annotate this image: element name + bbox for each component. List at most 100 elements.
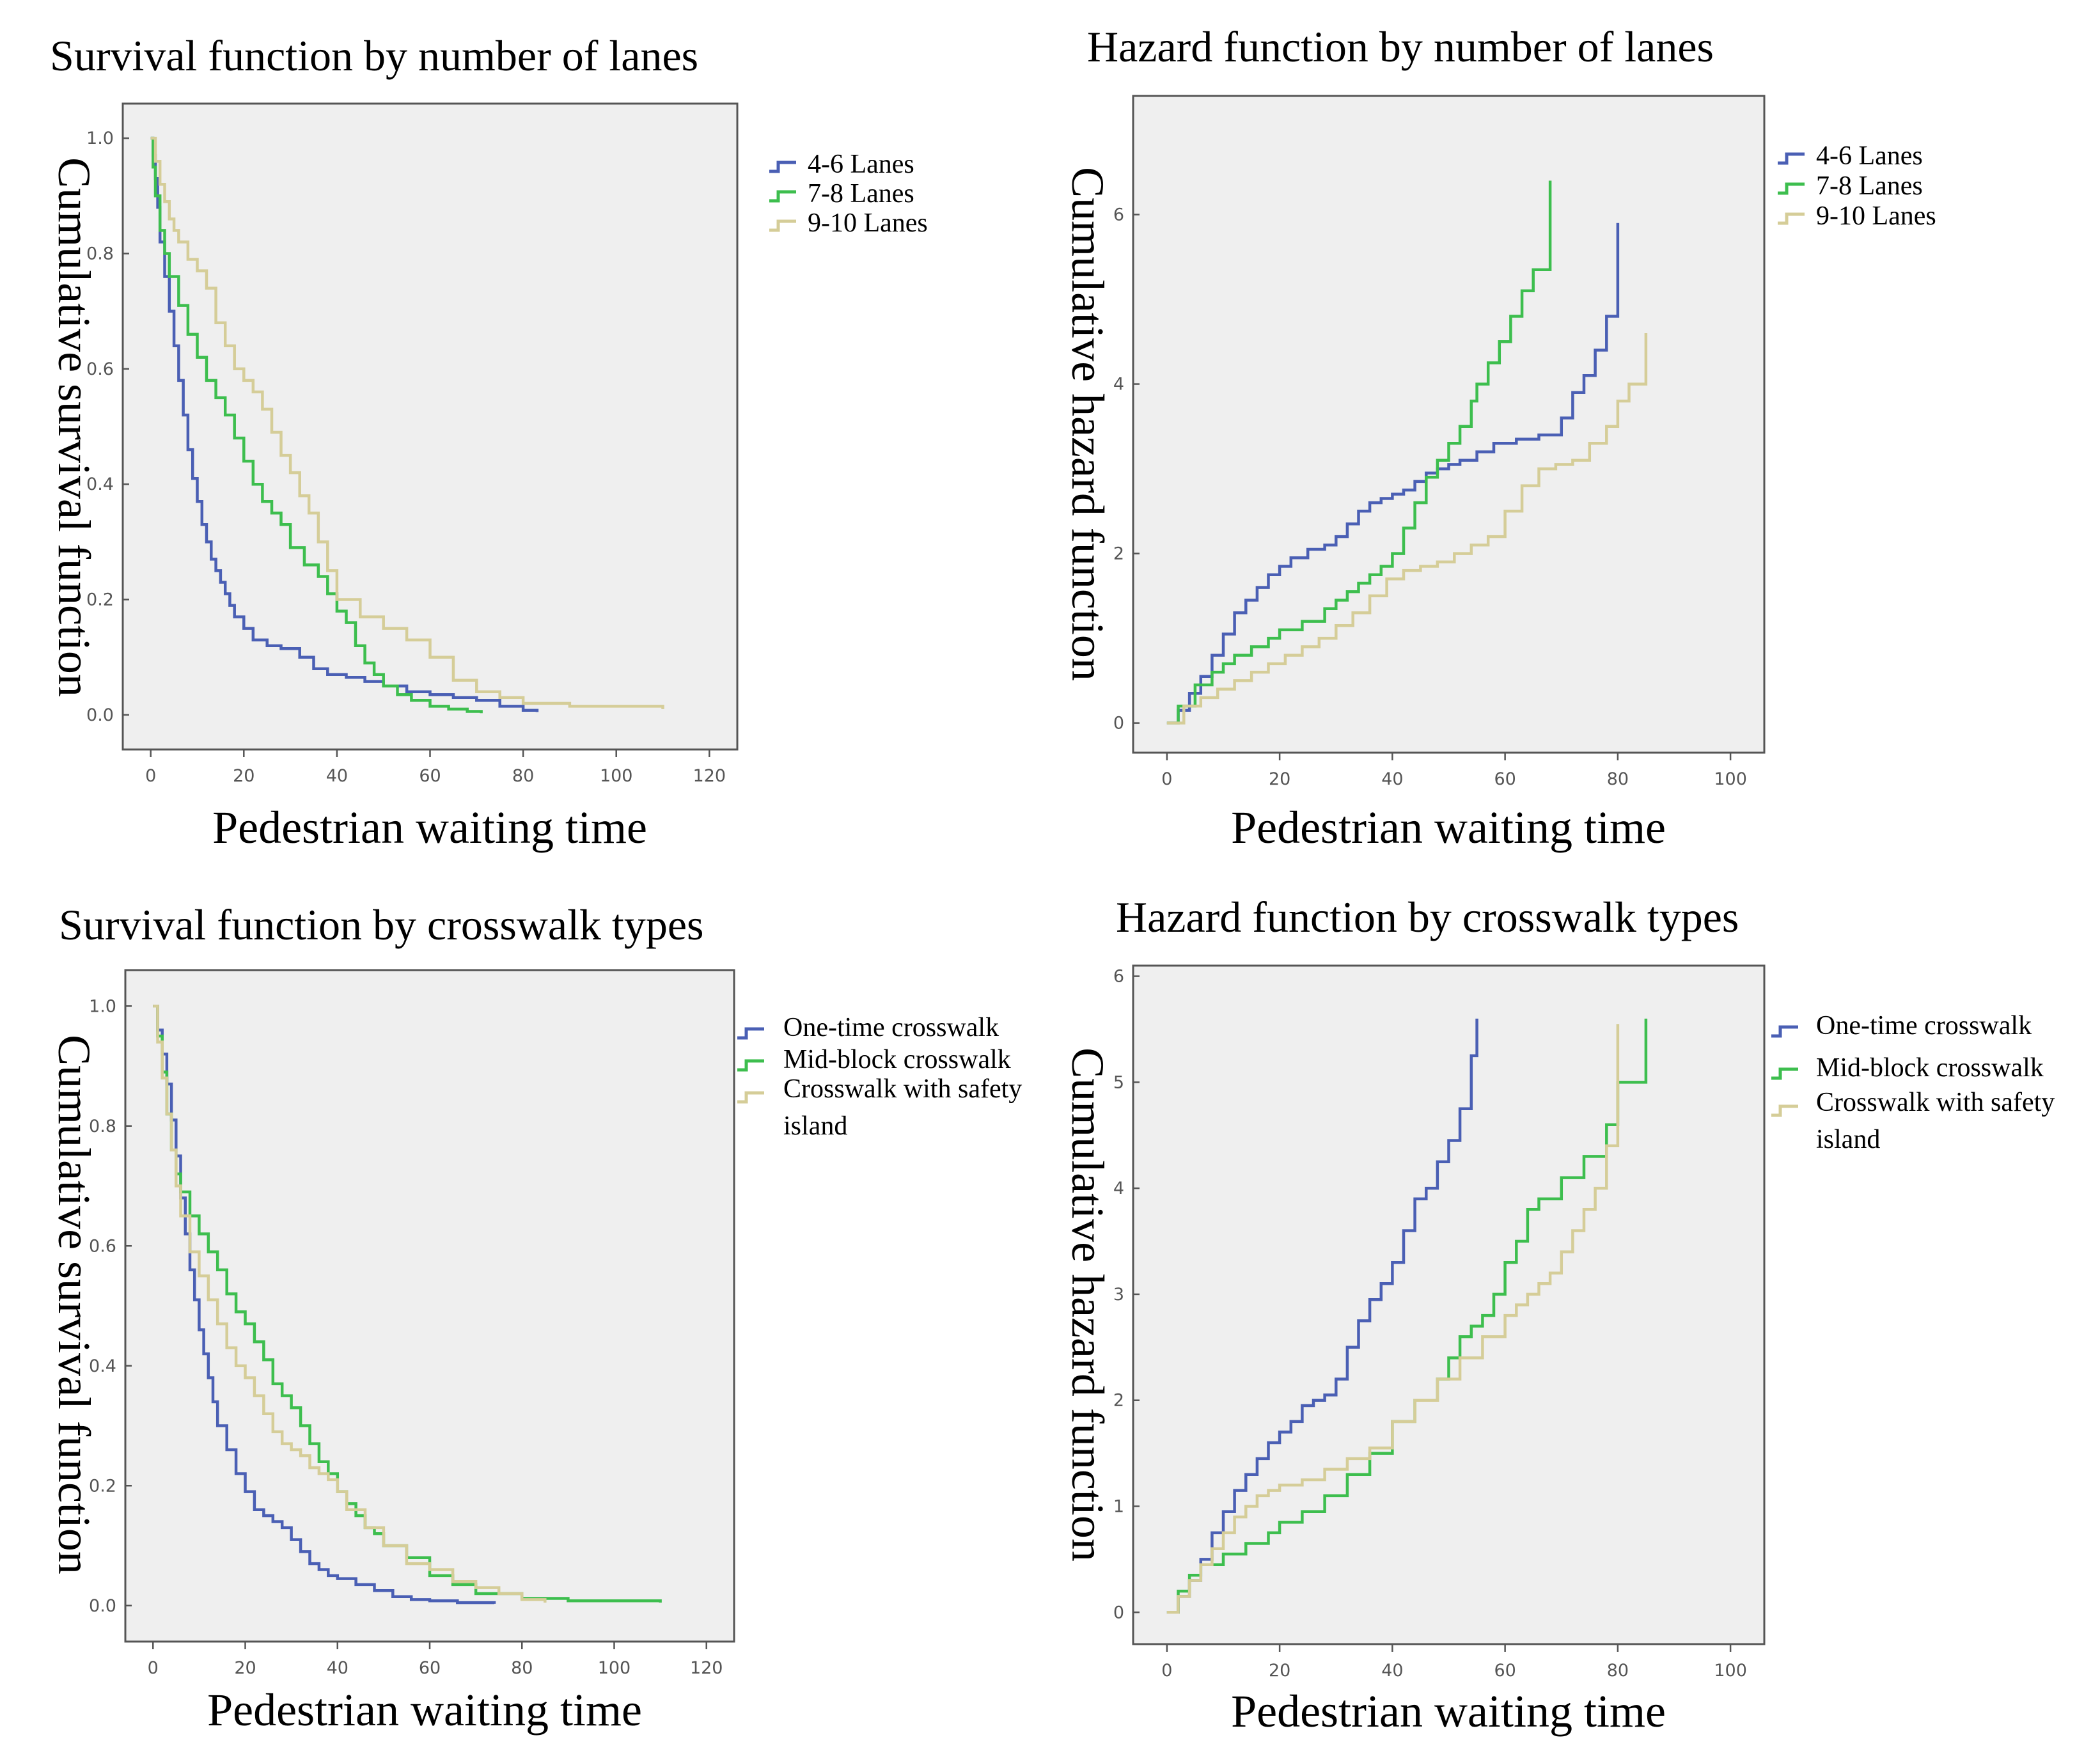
axis-ticks: 0 20 40 60 80 100 120 0.0 0.2 0.4 0.6 0.8 1.0 <box>86 129 726 786</box>
x-tick-label: 40 <box>1381 1661 1403 1681</box>
y-tick-label: 0.6 <box>89 1236 116 1256</box>
legend-swatch-one-time <box>1771 1025 1798 1038</box>
legend-label-safety-island-text-line2: island <box>1816 1125 1880 1154</box>
y-tick-label: 2 <box>1113 544 1124 564</box>
y-tick-label: 1 <box>1113 1496 1124 1516</box>
x-tick-label: 60 <box>419 766 441 786</box>
legend-swatch-9-10-lanes <box>769 219 796 232</box>
x-tick-label: 100 <box>1714 1661 1747 1681</box>
chart-title: Survival function by number of lanes <box>50 31 698 80</box>
x-tick-label: 120 <box>690 1658 723 1678</box>
y-tick-label: 0.0 <box>89 1596 116 1616</box>
series-line-one-time-crosswalk <box>153 1005 496 1604</box>
y-tick-label: 0.8 <box>86 244 114 263</box>
x-tick-label: 0 <box>1161 1661 1172 1681</box>
legend-label-safety-island: Crosswalk with safety island <box>783 1074 1029 1141</box>
legend-swatch-mid-block <box>737 1059 764 1072</box>
y-tick-label: 4 <box>1113 1179 1124 1198</box>
plot-area <box>124 969 735 1643</box>
series-line-one-time-crosswalk <box>1166 1018 1478 1614</box>
x-tick-label: 0 <box>145 766 156 786</box>
y-tick-label: 1.0 <box>86 129 114 148</box>
legend-swatch-safety-island <box>1771 1104 1798 1117</box>
x-tick-label: 20 <box>1269 769 1290 789</box>
x-tick-label: 80 <box>1607 1661 1629 1681</box>
x-tick-label: 100 <box>600 766 633 786</box>
y-axis-label: Cumulative hazard function <box>1062 167 1113 681</box>
x-tick-label: 60 <box>1494 769 1516 789</box>
y-axis-label: Cumulative hazard function <box>1062 1047 1113 1562</box>
legend-label-one-time: One-time crosswalk <box>783 1013 999 1042</box>
x-tick-label: 80 <box>511 1658 533 1678</box>
legend-label-safety-island-text-line2: island <box>783 1111 847 1141</box>
x-tick-label: 40 <box>327 1658 349 1678</box>
legend-label-mid-block: Mid-block crosswalk <box>783 1045 1011 1074</box>
legend-swatch-7-8-lanes <box>1778 182 1805 195</box>
y-tick-label: 2 <box>1113 1391 1124 1411</box>
plot-area <box>1132 964 1766 1645</box>
y-tick-label: 6 <box>1113 205 1124 225</box>
y-axis-label: Cumulative survival function <box>49 157 100 697</box>
legend: 4-6 Lanes 7-8 Lanes 9-10 Lanes <box>1778 141 1936 231</box>
x-tick-label: 100 <box>598 1658 631 1678</box>
panel-survival-lanes: Survival function by number of lanes 0 20… <box>49 31 928 853</box>
x-tick-label: 40 <box>1381 769 1403 789</box>
plot-curves <box>150 136 664 714</box>
legend-swatch-safety-island <box>737 1091 764 1104</box>
legend: One-time crosswalk Mid-block crosswalk C… <box>1771 1011 2055 1154</box>
chart-title: Hazard function by number of lanes <box>1087 22 1714 71</box>
series-line-7-8-lanes <box>1166 180 1552 725</box>
series-line-9-10-lanes <box>150 136 664 709</box>
series-line-7-8-lanes <box>150 136 483 714</box>
plot-curves <box>1166 1018 1648 1614</box>
y-tick-label: 0 <box>1113 1603 1124 1622</box>
chart-title: Survival function by crosswalk types <box>59 900 704 949</box>
x-tick-label: 60 <box>1494 1661 1516 1681</box>
y-tick-label: 0.4 <box>86 475 114 494</box>
legend-label-9-10-lanes: 9-10 Lanes <box>1816 201 1936 231</box>
legend-label-9-10-lanes: 9-10 Lanes <box>808 208 928 238</box>
panel-hazard-crosswalk: Hazard function by crosswalk types 0 20 40… <box>1062 893 2055 1737</box>
x-axis-label: Pedestrian waiting time <box>1231 802 1666 853</box>
y-tick-label: 0.2 <box>89 1476 116 1496</box>
x-tick-label: 80 <box>512 766 534 786</box>
panel-survival-crosswalk: Survival function by crosswalk types 0 20… <box>49 900 1029 1736</box>
legend: 4-6 Lanes 7-8 Lanes 9-10 Lanes <box>769 150 928 238</box>
legend-swatch-7-8-lanes <box>769 190 796 203</box>
x-tick-label: 100 <box>1714 769 1747 789</box>
series-line-9-10-lanes <box>1166 333 1648 725</box>
legend-label-mid-block: Mid-block crosswalk <box>1816 1053 2044 1083</box>
legend: One-time crosswalk Mid-block crosswalk C… <box>737 1013 1029 1141</box>
plot-curves <box>153 1005 662 1604</box>
y-tick-label: 3 <box>1113 1285 1124 1305</box>
y-tick-label: 1.0 <box>89 996 116 1016</box>
y-tick-label: 5 <box>1113 1072 1124 1092</box>
legend-label-safety-island-text: Crosswalk with safety <box>1816 1088 2055 1117</box>
series-line-4-6-lanes <box>150 136 539 712</box>
x-tick-label: 80 <box>1607 769 1629 789</box>
x-tick-label: 0 <box>148 1658 159 1678</box>
x-axis-label: Pedestrian waiting time <box>207 1684 642 1736</box>
legend-swatch-mid-block <box>1771 1067 1798 1080</box>
series-line-crosswalk-with-safety-island <box>153 1005 547 1603</box>
y-tick-label: 0.0 <box>86 705 114 725</box>
y-tick-label: 0.8 <box>89 1117 116 1136</box>
x-tick-label: 120 <box>693 766 726 786</box>
x-tick-label: 40 <box>326 766 348 786</box>
y-tick-label: 6 <box>1113 967 1124 987</box>
legend-swatch-one-time <box>737 1027 764 1040</box>
legend-swatch-4-6-lanes <box>1778 152 1805 165</box>
axis-ticks: 0 20 40 60 80 100 0 2 4 6 <box>1113 205 1747 789</box>
legend-label-safety-island-text: Crosswalk with safety <box>783 1074 1022 1104</box>
y-tick-label: 0.6 <box>86 359 114 379</box>
series-line-4-6-lanes <box>1166 223 1620 725</box>
chart-title: Hazard function by crosswalk types <box>1116 893 1739 941</box>
legend-label-4-6-lanes: 4-6 Lanes <box>808 150 914 179</box>
x-tick-label: 20 <box>1269 1661 1290 1681</box>
x-axis-label: Pedestrian waiting time <box>1231 1686 1666 1737</box>
x-tick-label: 20 <box>234 1658 256 1678</box>
axis-ticks: 0 20 40 60 80 100 120 0.0 0.2 0.4 0.6 0.8 1.0 <box>89 996 723 1678</box>
x-tick-label: 20 <box>233 766 255 786</box>
legend-label-7-8-lanes: 7-8 Lanes <box>1816 171 1923 201</box>
